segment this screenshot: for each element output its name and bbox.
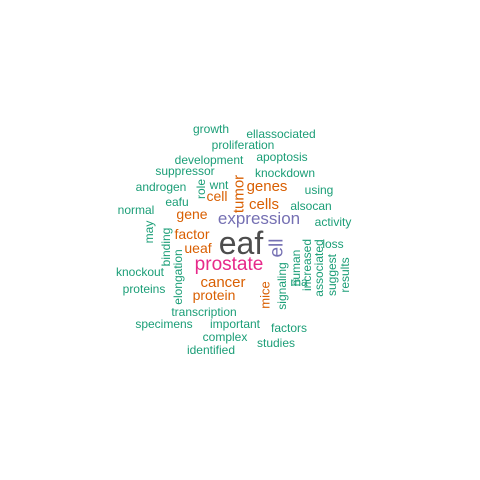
word-ellassociated: ellassociated	[246, 127, 315, 141]
word-mice: mice	[258, 281, 273, 308]
word-protein: protein	[193, 287, 236, 303]
word-transcription: transcription	[171, 305, 236, 319]
word-factor: factor	[174, 226, 209, 242]
word-results: results	[338, 257, 352, 292]
word-knockdown: knockdown	[255, 166, 315, 180]
word-using: using	[305, 183, 334, 197]
word-binding: binding	[159, 228, 173, 267]
word-complex: complex	[203, 330, 248, 344]
word-knockout: knockout	[116, 265, 165, 279]
word-cells: cells	[249, 196, 279, 213]
word-genes: genes	[247, 178, 288, 195]
word-associated: associated	[312, 239, 326, 296]
word-proteins: proteins	[123, 282, 166, 296]
word-ueaf: ueaf	[184, 240, 211, 256]
word-factors: factors	[271, 321, 307, 335]
word-suggest: suggest	[325, 253, 339, 296]
word-eafu: eafu	[165, 195, 188, 209]
word-activity: activity	[315, 215, 352, 229]
word-elongation: elongation	[171, 249, 185, 304]
word-cell: cell	[206, 188, 227, 204]
word-human: human	[289, 250, 303, 287]
word-normal: normal	[118, 203, 155, 217]
word-eaf: eaf	[219, 225, 264, 261]
word-prostate: prostate	[195, 254, 264, 275]
word-studies: studies	[257, 336, 295, 350]
word-signaling: signaling	[275, 262, 289, 309]
word-alsocan: alsocan	[290, 199, 331, 213]
word-suppressor: suppressor	[155, 164, 214, 178]
word-androgen: androgen	[136, 180, 187, 194]
word-gene: gene	[176, 206, 207, 222]
word-identified: identified	[187, 343, 235, 357]
word-cancer: cancer	[200, 274, 245, 291]
word-may: may	[142, 221, 156, 244]
word-proliferation: proliferation	[212, 138, 275, 152]
word-tumor: tumor	[231, 175, 248, 213]
word-growth: growth	[193, 122, 229, 136]
word-specimens: specimens	[135, 317, 192, 331]
word-expression: expression	[218, 209, 300, 228]
word-ell: ell	[267, 238, 288, 257]
word-important: important	[210, 317, 261, 331]
word-increased: increased	[300, 239, 314, 291]
word-loss: loss	[322, 237, 343, 251]
word-development: development	[175, 153, 244, 167]
word-role: role	[194, 179, 208, 199]
word-apoptosis: apoptosis	[256, 150, 307, 164]
word-rna: rna	[290, 275, 308, 289]
word-wnt: wnt	[209, 178, 229, 192]
